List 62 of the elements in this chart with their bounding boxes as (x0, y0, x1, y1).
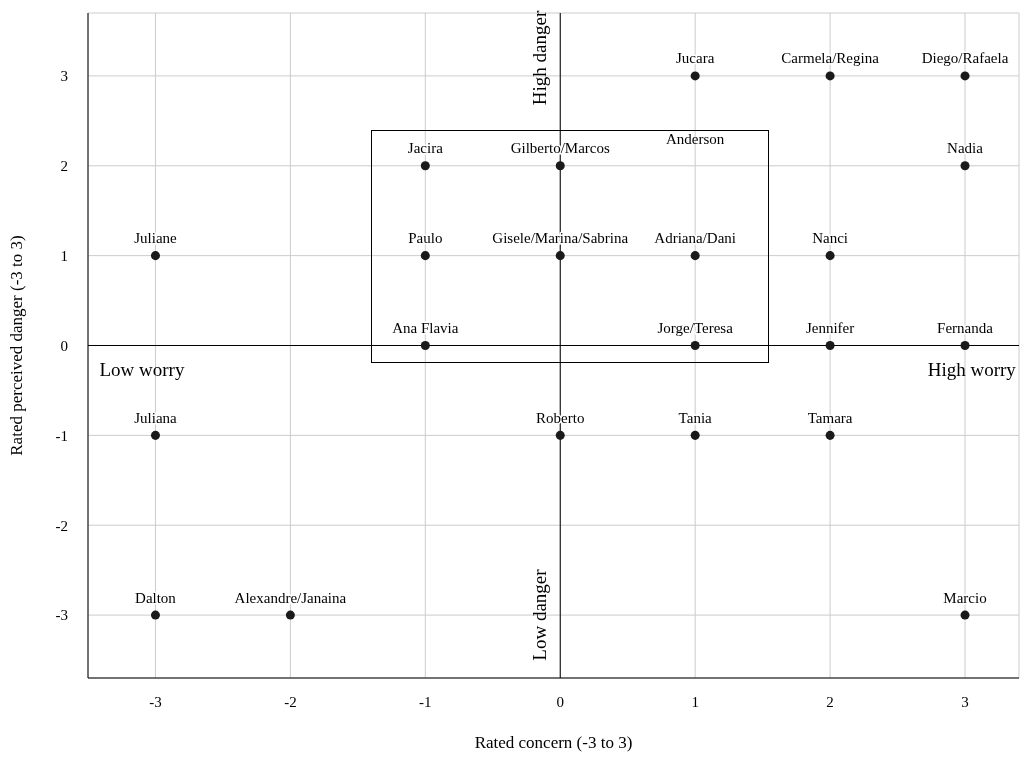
point (285, 610, 295, 620)
data-label: Diego/Rafaela (921, 50, 1009, 67)
data-label: Ana Flavia (392, 319, 459, 336)
point (960, 71, 970, 81)
x-tick-label: 1 (691, 693, 699, 710)
annotation: High worry (927, 358, 1016, 381)
data-label: Juliana (134, 409, 178, 426)
data-label: Adriana/Dani (654, 230, 736, 247)
data-label: Juliane (134, 230, 178, 247)
point (690, 251, 700, 261)
point (690, 430, 700, 440)
data-label: Paulo (408, 230, 443, 247)
x-tick-label: 3 (961, 693, 969, 710)
y-tick-label: 1 (60, 247, 68, 264)
point (960, 340, 970, 351)
y-tick-label: 2 (60, 158, 68, 175)
data-label: Dalton (135, 589, 177, 606)
point (825, 251, 835, 261)
y-tick-label: -3 (55, 607, 68, 624)
point (960, 610, 970, 620)
data-label: Carmela/Regina (781, 50, 880, 67)
x-tick-label: -1 (419, 693, 432, 710)
data-label: Nanci (812, 230, 849, 247)
point (825, 430, 835, 440)
data-label: Fernanda (937, 319, 994, 336)
point (690, 340, 700, 351)
x-tick-label: 0 (556, 693, 564, 710)
data-label: Jennifer (805, 319, 855, 336)
y-tick-label: 0 (60, 337, 68, 354)
point (420, 251, 430, 261)
data-label: Jacira (407, 140, 444, 157)
annotation: Anderson (666, 130, 725, 148)
point (690, 71, 700, 81)
data-label: Tamara (807, 409, 853, 426)
y-tick-label: 3 (60, 68, 68, 85)
point (420, 161, 430, 171)
data-label: Jorge/Teresa (657, 319, 734, 336)
point (825, 71, 835, 81)
point (150, 251, 160, 261)
point (555, 161, 565, 171)
x-tick-label: -3 (149, 693, 162, 710)
point (960, 161, 970, 171)
annotation: Low danger (529, 569, 551, 661)
annotation: Low worry (99, 358, 185, 381)
annotation: High danger (529, 10, 551, 106)
point (150, 430, 160, 440)
x-axis-title: Rated concern (-3 to 3) (474, 733, 633, 752)
data-label: Tania (678, 409, 713, 426)
y-tick-label: -2 (55, 517, 68, 534)
point (150, 610, 160, 620)
point (555, 430, 565, 440)
data-label: Alexandre/Janaina (234, 589, 347, 606)
data-label: Nadia (947, 140, 984, 157)
x-tick-label: 2 (826, 693, 834, 710)
data-label: Jucara (676, 50, 715, 67)
y-axis-title: Rated perceived danger (-3 to 3) (7, 235, 27, 456)
x-tick-label: -2 (284, 693, 297, 710)
data-label: Marcio (943, 589, 987, 606)
point (825, 340, 835, 351)
point (555, 251, 565, 261)
point (420, 340, 430, 351)
y-tick-label: -1 (55, 427, 68, 444)
